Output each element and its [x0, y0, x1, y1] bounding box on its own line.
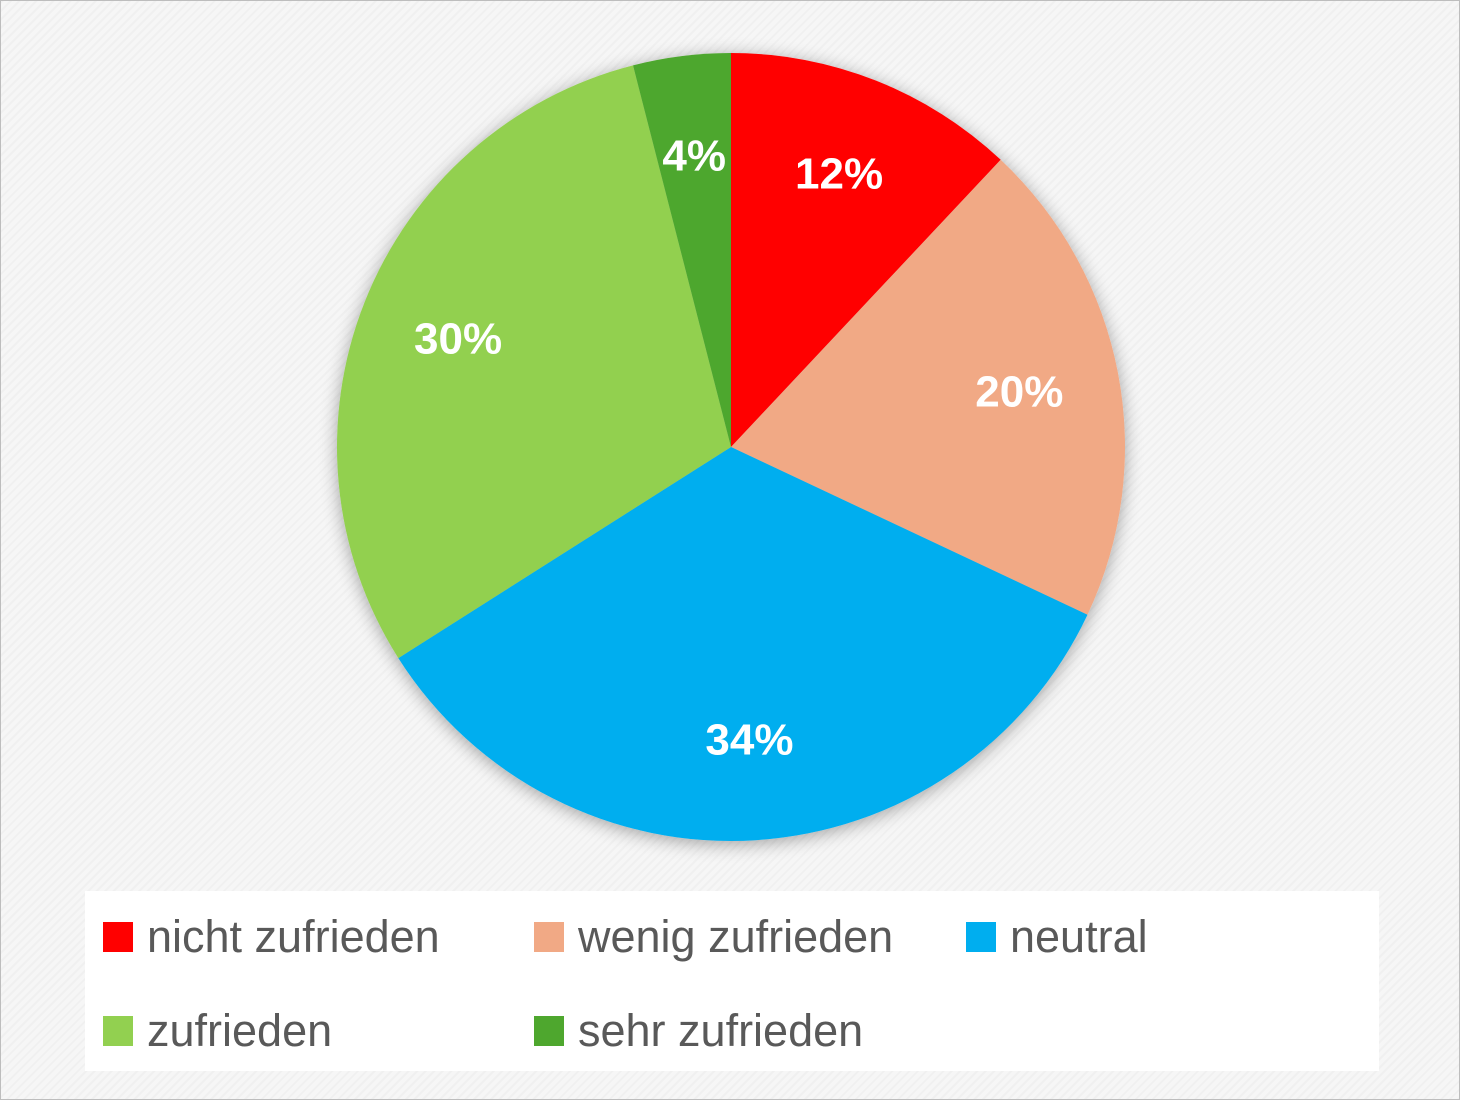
pie-data-labels: 12% 20% 34% 30% 4%: [414, 131, 1063, 764]
pie-slice-neutral: [398, 447, 1088, 841]
legend-label: neutral: [1010, 911, 1148, 962]
legend-item-wenig-zufrieden: wenig zufrieden: [534, 911, 894, 962]
data-label-nicht-zufrieden: 12%: [795, 150, 883, 199]
legend-swatch: [534, 1016, 564, 1046]
pie-slices: [336, 53, 1125, 841]
legend-swatch: [103, 922, 133, 952]
legend-swatch: [103, 1016, 133, 1046]
legend-swatch: [534, 922, 564, 952]
legend-item-zufrieden: zufrieden: [103, 1005, 333, 1056]
data-label-neutral: 34%: [705, 715, 793, 764]
legend-item-nicht-zufrieden: nicht zufrieden: [103, 911, 440, 962]
data-label-sehr-zufrieden: 4%: [662, 131, 726, 180]
legend-swatch: [966, 922, 996, 952]
data-label-wenig-zufrieden: 20%: [975, 367, 1063, 416]
legend-item-neutral: neutral: [966, 911, 1148, 962]
legend-label: zufrieden: [147, 1005, 333, 1056]
data-label-zufrieden: 30%: [414, 314, 502, 363]
legend-label: wenig zufrieden: [578, 911, 894, 962]
pie-slice-zufrieden: [336, 65, 731, 659]
legend: nicht zufrieden wenig zufrieden neutral …: [85, 891, 1379, 1071]
legend-item-sehr-zufrieden: sehr zufrieden: [534, 1005, 864, 1056]
pie-slice-sehr-zufrieden: [633, 53, 731, 447]
legend-label: nicht zufrieden: [147, 911, 440, 962]
pie-slice-nicht-zufrieden: [731, 53, 1001, 447]
pie-slice-wenig-zufrieden: [731, 159, 1125, 615]
legend-label: sehr zufrieden: [578, 1005, 864, 1056]
